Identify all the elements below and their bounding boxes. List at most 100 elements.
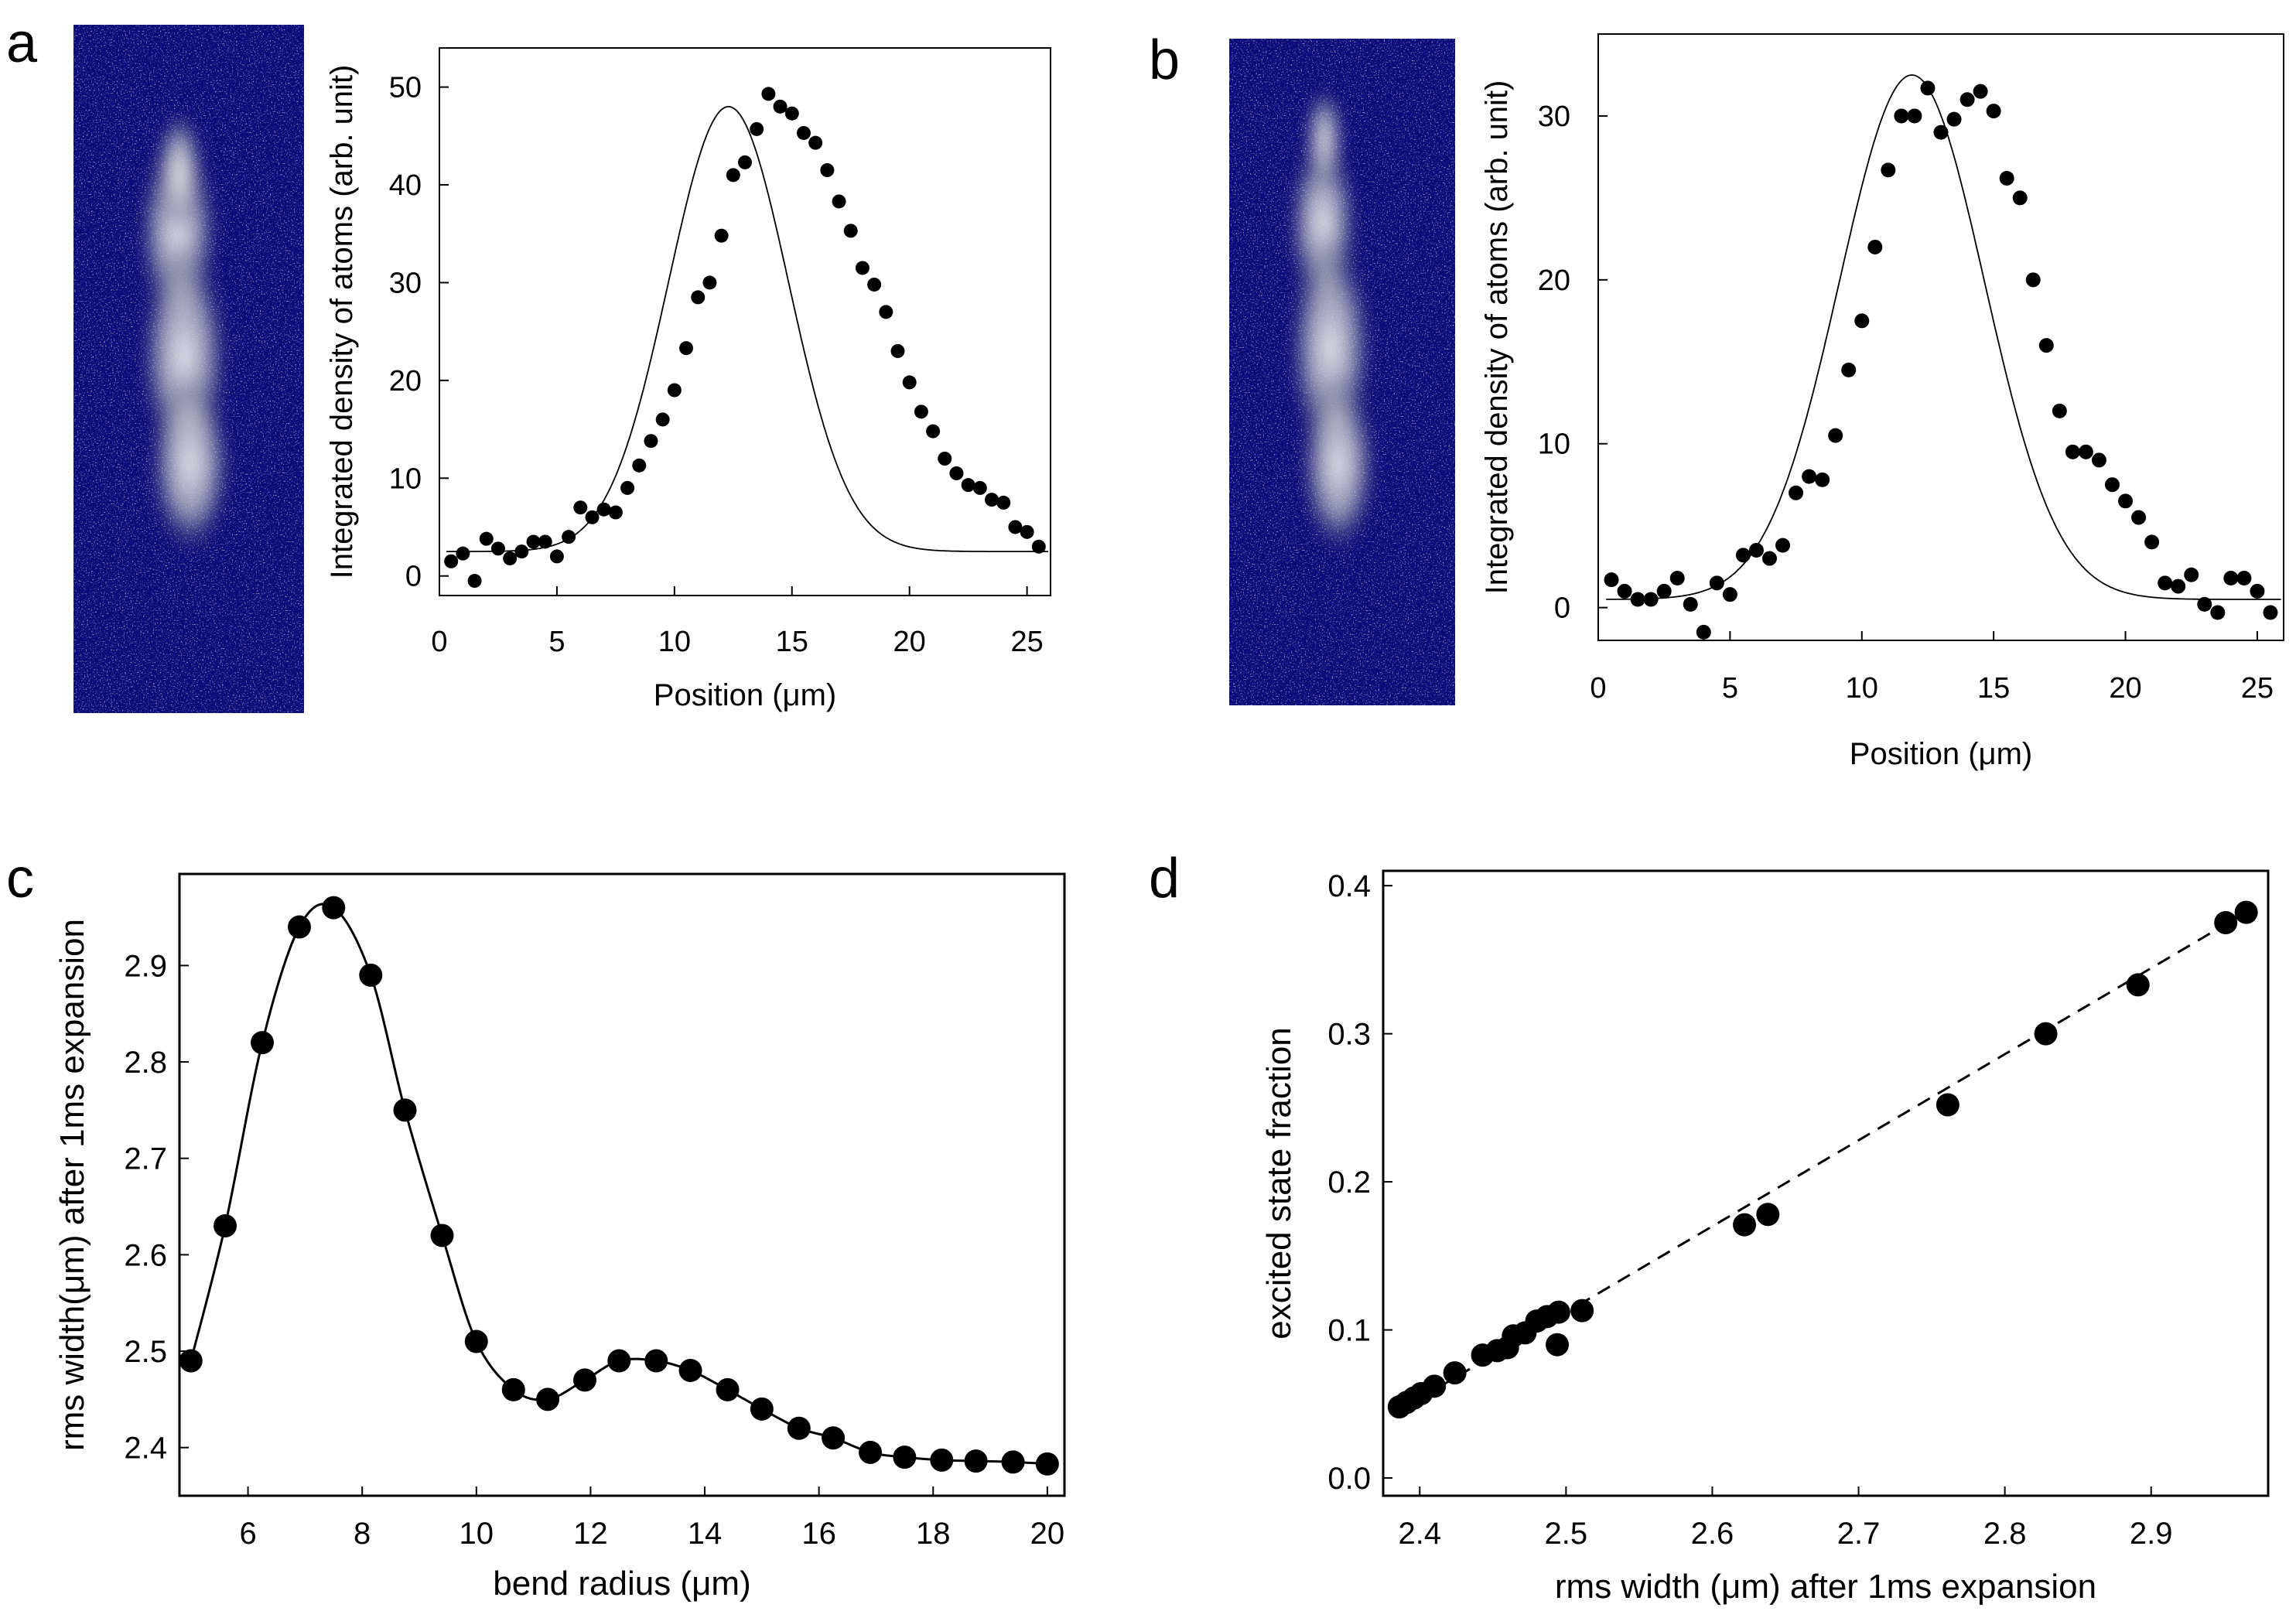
data-point-a — [503, 551, 518, 565]
data-point-c — [716, 1377, 740, 1401]
data-point-d — [1546, 1333, 1570, 1357]
data-point-b — [1894, 108, 1909, 124]
y-tick-label-d: 0.3 — [1327, 1018, 1371, 1052]
data-point-b — [1986, 104, 2001, 119]
panel-label-c: c — [6, 848, 34, 910]
y-tick-label-c: 2.7 — [124, 1142, 167, 1176]
data-point-b — [2158, 575, 2173, 591]
data-point-b — [1604, 572, 1619, 588]
data-point-a — [514, 544, 529, 559]
data-point-c — [393, 1098, 417, 1122]
data-point-a — [750, 121, 764, 136]
data-point-b — [2118, 493, 2134, 509]
data-point-a — [585, 510, 600, 524]
data-point-c — [322, 896, 346, 920]
x-tick-label-b: 15 — [1977, 672, 2010, 705]
x-tick-label-d: 2.7 — [1837, 1517, 1881, 1551]
data-point-a — [961, 478, 975, 493]
absorption-image-b — [1229, 39, 1455, 705]
data-point-b — [1669, 570, 1685, 585]
data-point-b — [2091, 452, 2106, 468]
data-point-a — [632, 458, 647, 473]
y-tick-label-d: 0.4 — [1327, 869, 1371, 903]
data-point-a — [808, 135, 823, 150]
data-point-a — [1020, 524, 1034, 539]
fit-curve-b — [1606, 74, 2281, 600]
data-point-a — [573, 500, 588, 515]
data-point-a — [972, 480, 987, 495]
data-point-c — [893, 1445, 917, 1469]
x-tick-label-b: 5 — [1722, 672, 1738, 705]
y-tick-label-a: 30 — [389, 267, 422, 299]
x-tick-label-b: 10 — [1846, 672, 1878, 705]
y-axis-label-d: excited state fraction — [1260, 1027, 1298, 1340]
data-point-c — [573, 1368, 597, 1392]
data-point-b — [1973, 84, 1988, 99]
data-point-b — [1959, 92, 1975, 108]
y-tick-label-d: 0.2 — [1327, 1166, 1371, 1200]
data-point-c — [536, 1387, 560, 1411]
data-point-a — [914, 404, 928, 419]
data-point-c — [859, 1440, 883, 1464]
data-point-b — [1775, 538, 1791, 553]
x-tick-label-c: 16 — [801, 1517, 836, 1551]
data-point-b — [1643, 592, 1659, 607]
data-point-b — [2236, 570, 2252, 585]
plot-d: 2.4 2.5 2.6 2.7 2.8 2.9 0.0 0.1 0.2 0.3 0.4 rms wid… — [1260, 869, 2270, 1606]
x-tick-label-d: 2.8 — [1983, 1517, 2027, 1551]
x-tick-label-a: 0 — [431, 626, 447, 658]
data-point-b — [2197, 596, 2212, 612]
data-point-a — [832, 194, 846, 209]
y-tick-label-d: 0.1 — [1327, 1314, 1371, 1348]
y-tick-label-a: 40 — [389, 169, 422, 202]
x-tick-label-d: 2.6 — [1691, 1517, 1734, 1551]
data-point-a — [1008, 520, 1023, 534]
data-point-b — [1854, 313, 1870, 329]
data-point-a — [1031, 539, 1046, 554]
data-point-a — [985, 493, 999, 507]
data-point-a — [467, 574, 482, 589]
x-axis-label-b: Position (μm) — [1850, 737, 2032, 771]
data-point-b — [1709, 575, 1724, 591]
y-tick-label-a: 20 — [389, 365, 422, 398]
data-point-d — [1756, 1203, 1780, 1227]
data-point-c — [678, 1358, 702, 1382]
data-point-a — [538, 534, 552, 549]
data-point-c — [644, 1349, 668, 1373]
y-axis-label-c: rms width(μm) after 1ms expansion — [53, 919, 91, 1451]
series-line-c — [190, 903, 1048, 1466]
data-point-a — [867, 277, 882, 292]
data-point-c — [787, 1416, 811, 1440]
data-point-a — [726, 168, 740, 183]
data-point-b — [1762, 551, 1777, 566]
data-point-b — [1789, 485, 1804, 500]
x-tick-label-a: 25 — [1010, 626, 1043, 658]
x-tick-label-d: 2.9 — [2130, 1517, 2173, 1551]
plot-frame-c — [178, 872, 1066, 1497]
data-point-b — [2038, 338, 2054, 353]
data-point-b — [1735, 548, 1751, 563]
data-point-d — [2034, 1022, 2058, 1046]
data-point-b — [2052, 403, 2067, 418]
x-tick-label-a: 15 — [776, 626, 808, 658]
data-point-b — [2223, 570, 2239, 585]
panel-label-a: a — [6, 12, 38, 74]
data-point-a — [679, 341, 694, 356]
data-point-b — [2250, 583, 2265, 599]
data-point-c — [464, 1329, 488, 1353]
x-tick-label-c: 20 — [1030, 1517, 1065, 1551]
data-point-a — [890, 343, 905, 358]
data-point-c — [251, 1031, 275, 1055]
data-point-a — [855, 261, 870, 275]
data-point-b — [2105, 477, 2120, 493]
fit-curve-a — [446, 106, 1048, 552]
data-point-d — [2234, 900, 2258, 924]
x-tick-label-c: 6 — [239, 1517, 256, 1551]
data-point-b — [1722, 587, 1737, 602]
data-point-c — [359, 963, 383, 987]
data-point-a — [796, 125, 811, 140]
data-point-b — [2171, 579, 2186, 594]
y-tick-label-a: 10 — [389, 462, 422, 495]
data-point-c — [287, 915, 311, 939]
